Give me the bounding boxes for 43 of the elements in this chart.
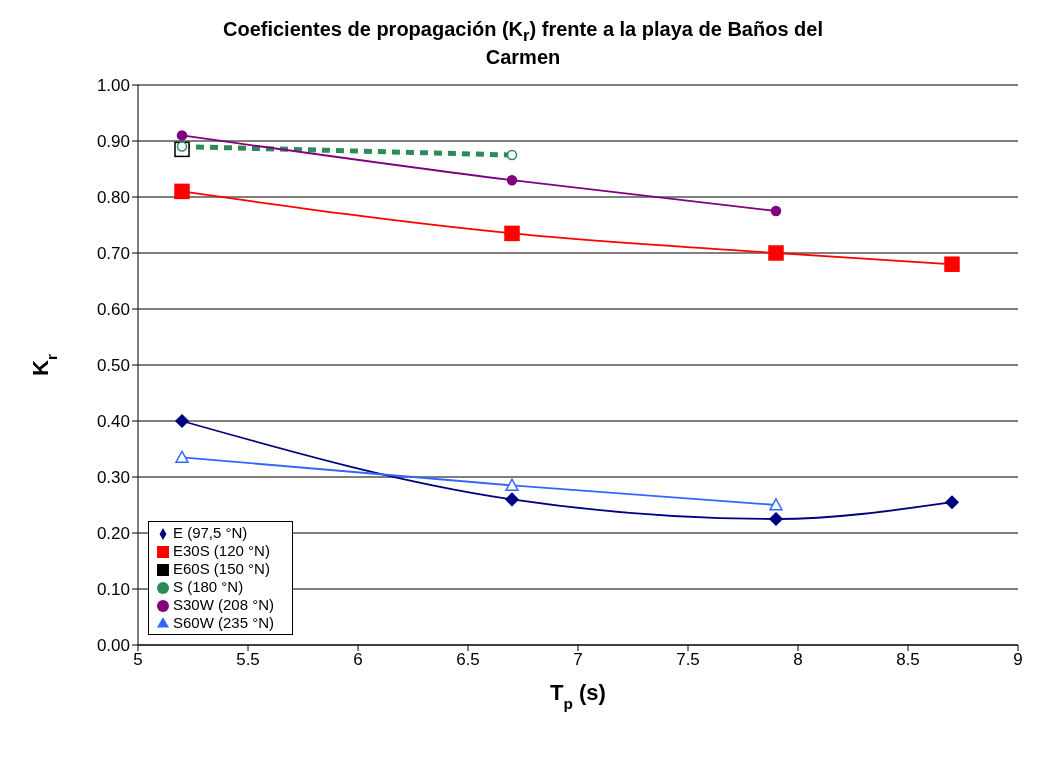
point <box>769 512 783 526</box>
legend-label: E (97,5 °N) <box>173 524 248 541</box>
point <box>769 498 783 511</box>
y-tick-label: 0.10 <box>96 580 130 600</box>
x-tick-label: 9 <box>1013 650 1023 670</box>
y-tick-label: 1.00 <box>96 76 130 96</box>
legend-label: E60S (150 °N) <box>173 560 270 577</box>
point <box>768 245 784 261</box>
point <box>506 174 518 186</box>
legend-label: S30W (208 °N) <box>173 596 275 613</box>
x-tick-label: 6 <box>353 650 363 670</box>
x-tick-label: 5.5 <box>236 650 260 670</box>
y-tick-label: 0.20 <box>96 524 130 544</box>
y-tick-label: 0.40 <box>96 412 130 432</box>
point <box>175 414 189 428</box>
point <box>944 256 960 272</box>
y-tick-label: 0.80 <box>96 188 130 208</box>
point <box>505 492 519 507</box>
point <box>175 450 189 463</box>
x-tick-label: 8 <box>793 650 803 670</box>
point <box>504 225 520 242</box>
legend-label: E30S (120 °N) <box>173 542 270 559</box>
point <box>506 149 518 161</box>
x-tick-label: 7 <box>573 650 583 670</box>
y-tick-label: 0.60 <box>96 300 130 320</box>
x-tick-label: 6.5 <box>456 650 480 670</box>
point <box>174 183 190 200</box>
x-tick-label: 5 <box>133 650 143 670</box>
x-axis-title: T$_{p}$ (s) <box>550 680 606 712</box>
point <box>770 205 782 217</box>
y-tick-label: 0.00 <box>96 636 130 656</box>
y-tick-label: 0.70 <box>96 244 130 264</box>
y-tick-label: 0.90 <box>96 132 130 152</box>
point <box>176 130 188 141</box>
chart-title: Coeficientes de propagación (K$_{r}$) frente a la playa de Baños del Carmen <box>222 17 824 70</box>
y-tick-label: 0.30 <box>96 468 130 488</box>
point <box>505 478 519 491</box>
x-tick-label: 7.5 <box>676 650 700 670</box>
y-tick-label: 0.50 <box>96 356 130 376</box>
point <box>945 495 959 509</box>
legend-label: S (180 °N) <box>173 578 244 595</box>
legend-label: S60W (235 °N) <box>173 614 275 631</box>
x-tick-label: 8.5 <box>896 650 920 670</box>
